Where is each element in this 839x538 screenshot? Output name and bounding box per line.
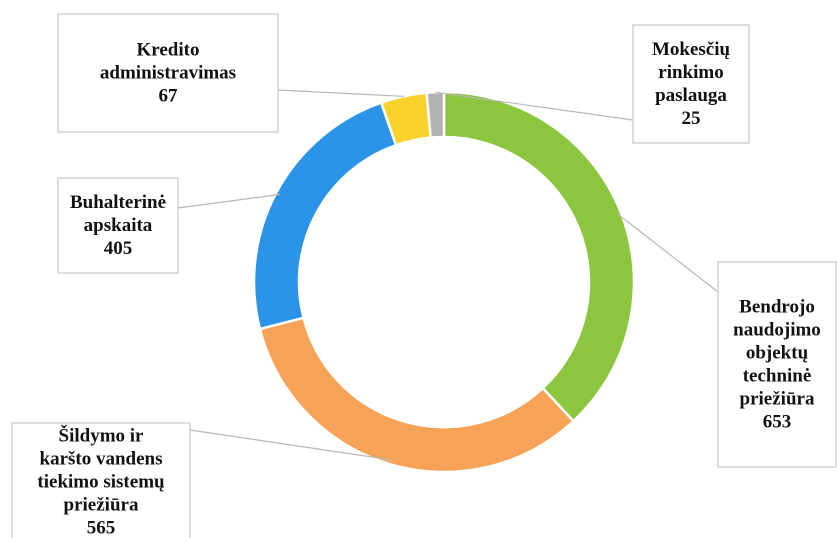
slice-value-label: 405 <box>104 238 133 259</box>
callout-box <box>632 24 750 144</box>
leader-line <box>277 89 404 97</box>
slice-name-line: administravimas <box>100 63 236 84</box>
callout-box <box>57 13 279 133</box>
slice-label-text: Mokesčių rinkimo paslauga 25 <box>652 39 731 129</box>
slice-name-line: priežiūra <box>64 495 139 516</box>
slice-name-line: paslauga <box>655 85 727 106</box>
leader-line <box>177 193 281 209</box>
donut-slice <box>425 90 446 139</box>
callout-label: Bendrojo naudojimo objektų techninė priežiūr… <box>717 261 837 468</box>
leader-line <box>189 429 392 461</box>
callout-box <box>717 261 837 468</box>
donut-slice <box>442 90 636 423</box>
slice-name-line: apskaita <box>84 215 153 236</box>
callout-box <box>11 422 191 538</box>
callout-label: Kredito administravimas 67 <box>57 13 279 133</box>
leader-line <box>435 91 634 121</box>
callout-labels-layer: Bendrojo naudojimo objektų techninė priežiūr… <box>11 13 837 538</box>
callout-label: Šildymo ir karšto vandens tiekimo sistemų p… <box>11 422 191 538</box>
slice-name-line: naudojimo <box>733 320 821 341</box>
slice-name-line: priežiūra <box>740 389 815 410</box>
slice-name-line: rinkimo <box>658 62 723 83</box>
slice-name-line: tiekimo sistemų <box>37 472 165 493</box>
slice-name-line: karšto vandens <box>40 449 163 470</box>
slice-name-line: Šildymo ir <box>59 425 145 447</box>
slice-name-line: Buhalterinė <box>70 192 166 213</box>
slice-label-text: Buhalterinė apskaita 405 <box>70 192 166 259</box>
leader-lines-layer <box>177 89 719 461</box>
slice-name-line: Bendrojo <box>739 297 815 318</box>
callout-label: Buhalterinė apskaita 405 <box>57 177 179 274</box>
slice-name-line: objektų <box>746 343 809 364</box>
donut-slice <box>252 101 398 331</box>
slice-value-label: 653 <box>763 412 792 433</box>
leader-line <box>617 213 719 293</box>
donut-slice <box>258 316 576 474</box>
slice-name-line: Mokesčių <box>652 39 731 60</box>
slice-label-text: Šildymo ir karšto vandens tiekimo sistemų p… <box>37 425 165 538</box>
callout-box <box>57 177 179 274</box>
slice-label-text: Bendrojo naudojimo objektų techninė priežiūr… <box>733 297 821 433</box>
slice-value-label: 565 <box>87 518 116 538</box>
slice-name-line: Kredito <box>137 40 200 61</box>
slices-layer <box>252 90 636 474</box>
slice-value-label: 67 <box>159 86 179 107</box>
callout-label: Mokesčių rinkimo paslauga 25 <box>632 24 750 144</box>
slice-value-label: 25 <box>682 108 701 129</box>
slice-name-line: techninė <box>743 366 812 387</box>
slice-label-text: Kredito administravimas 67 <box>100 40 236 107</box>
